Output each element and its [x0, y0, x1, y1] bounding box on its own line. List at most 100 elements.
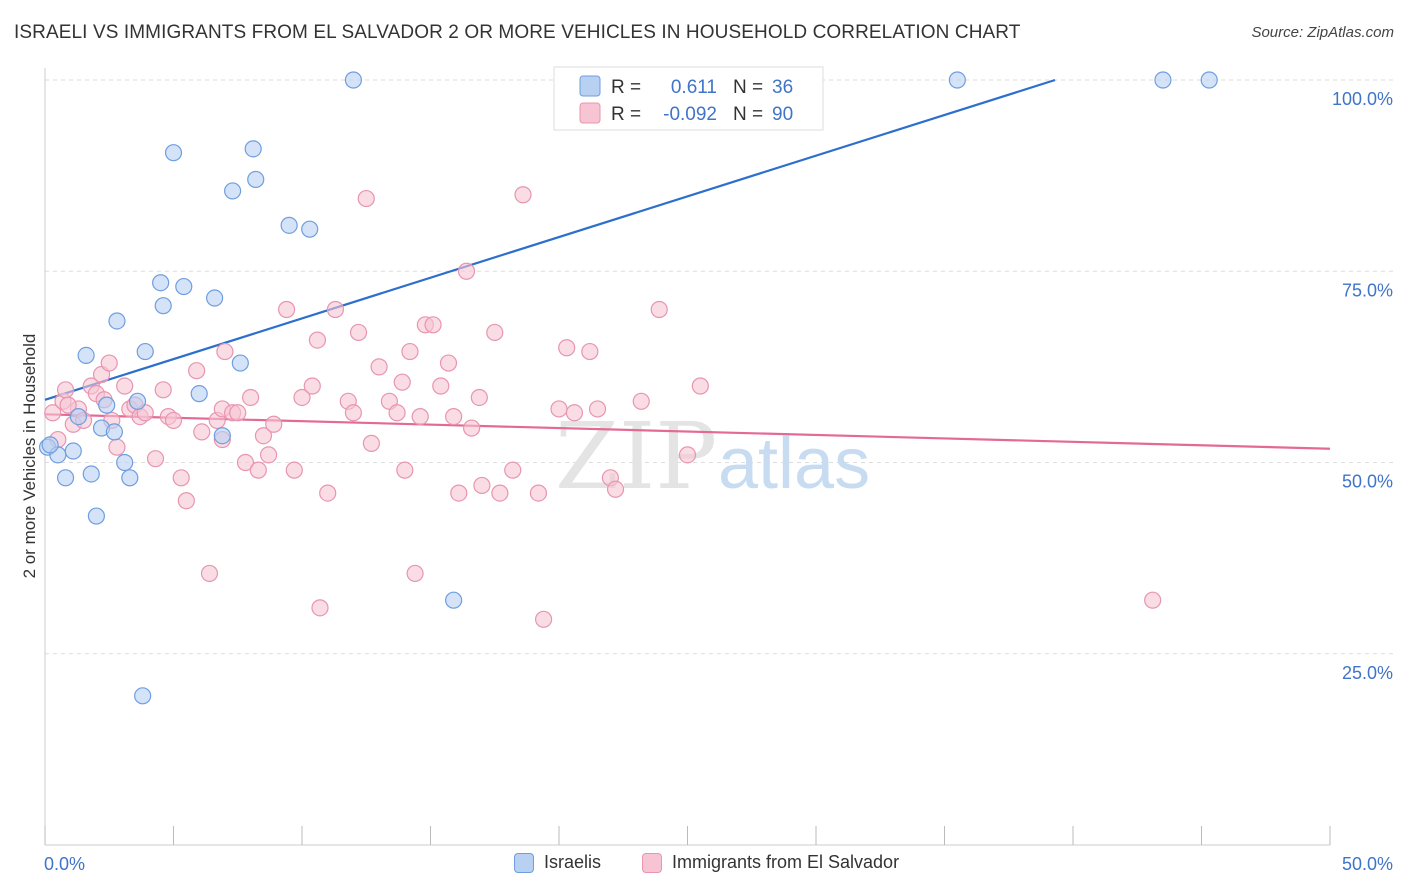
point-el-salvador — [388, 404, 406, 422]
point-el-salvador — [514, 186, 532, 204]
point-el-salvador — [632, 392, 650, 410]
point-el-salvador — [432, 377, 450, 395]
point-el-salvador — [396, 461, 414, 479]
point-israelis — [344, 71, 362, 89]
point-israelis — [136, 342, 154, 361]
trend-line-el-salvador — [44, 413, 1331, 450]
point-el-salvador — [116, 377, 134, 395]
y-tick-label: 50.0% — [1342, 472, 1393, 492]
point-israelis — [105, 423, 123, 441]
point-israelis — [121, 469, 139, 487]
chart-title: ISRAELI VS IMMIGRANTS FROM EL SALVADOR 2… — [14, 22, 1021, 43]
x-tick-label: 50.0% — [1342, 854, 1393, 874]
point-el-salvador — [406, 564, 424, 583]
point-israelis — [152, 274, 170, 292]
point-el-salvador — [319, 484, 337, 502]
point-el-salvador — [678, 446, 697, 464]
legend-n-label-israelis: N = — [733, 77, 763, 98]
point-el-salvador — [326, 300, 345, 319]
point-el-salvador — [146, 450, 165, 468]
source-credit: Source: ZipAtlas.com — [1251, 24, 1394, 41]
point-israelis — [190, 385, 208, 403]
point-el-salvador — [691, 377, 709, 395]
point-israelis — [1154, 71, 1172, 89]
point-el-salvador — [265, 415, 283, 433]
point-el-salvador — [534, 610, 553, 628]
y-tick-label: 75.0% — [1342, 280, 1393, 300]
point-el-salvador — [457, 262, 476, 280]
legend-r-label-israelis: R = — [611, 77, 641, 98]
legend-label-el-salvador: Immigrants from El Salvador — [672, 852, 900, 872]
point-el-salvador — [308, 331, 327, 349]
point-el-salvador — [254, 427, 273, 445]
legend-n-value-el-salvador: 90 — [772, 104, 793, 125]
point-el-salvador — [193, 423, 211, 441]
point-israelis — [41, 436, 59, 454]
point-el-salvador — [177, 492, 195, 510]
point-el-salvador — [650, 300, 668, 319]
point-israelis — [224, 182, 242, 200]
point-el-salvador — [470, 388, 488, 407]
axes — [44, 68, 1331, 846]
point-israelis — [134, 687, 152, 705]
point-el-salvador — [1144, 591, 1162, 609]
point-el-salvador — [259, 446, 278, 464]
point-el-salvador — [303, 377, 321, 395]
point-israelis — [206, 289, 224, 307]
point-israelis — [64, 442, 82, 460]
point-el-salvador — [411, 408, 429, 426]
point-israelis — [77, 346, 95, 364]
legend-item-el-salvador: Immigrants from El Salvador — [642, 852, 899, 873]
point-israelis — [247, 170, 265, 189]
data-points — [38, 71, 1218, 705]
y-tick-label: 25.0% — [1342, 663, 1393, 683]
legend-r-value-israelis: 0.611 — [671, 77, 717, 98]
point-el-salvador — [311, 599, 329, 617]
point-el-salvador — [172, 469, 190, 487]
point-el-salvador — [565, 404, 584, 422]
series-legend: Israelis Immigrants from El Salvador — [0, 852, 1406, 878]
y-tick-label: 100.0% — [1332, 89, 1393, 109]
point-israelis — [445, 591, 463, 609]
point-israelis — [56, 469, 75, 487]
point-el-salvador — [450, 484, 468, 502]
point-el-salvador — [242, 388, 260, 407]
point-israelis — [231, 354, 249, 372]
point-el-salvador — [229, 404, 247, 422]
point-el-salvador — [439, 354, 458, 372]
point-israelis — [69, 408, 88, 426]
point-el-salvador — [486, 323, 504, 342]
point-el-salvador — [588, 400, 607, 418]
point-israelis — [1200, 71, 1218, 89]
legend-n-label-el-salvador: N = — [733, 104, 763, 125]
point-el-salvador — [285, 461, 303, 479]
point-israelis — [244, 140, 262, 158]
point-el-salvador — [357, 189, 375, 208]
point-el-salvador — [424, 316, 442, 334]
point-el-salvador — [188, 362, 206, 380]
legend-r-label-el-salvador: R = — [611, 104, 641, 125]
point-el-salvador — [293, 388, 311, 407]
stats-legend: R = 0.611 N = 36 R = -0.092 N = 90 — [553, 66, 824, 131]
point-el-salvador — [344, 404, 362, 422]
legend-swatch-el-salvador-bottom — [642, 852, 662, 873]
point-el-salvador — [491, 484, 509, 502]
point-el-salvador — [349, 323, 368, 342]
point-el-salvador — [236, 453, 255, 472]
legend-swatch-israelis — [579, 75, 601, 97]
point-el-salvador — [362, 434, 380, 452]
point-israelis — [82, 465, 100, 483]
point-el-salvador — [581, 342, 599, 361]
point-el-salvador — [200, 564, 219, 583]
point-israelis — [213, 427, 231, 445]
point-el-salvador — [277, 300, 296, 319]
tick-labels: 25.0% 50.0% 75.0% 100.0% 0.0% 50.0% — [44, 89, 1393, 874]
legend-n-value-israelis: 36 — [772, 77, 793, 98]
legend-item-israelis: Israelis — [514, 852, 601, 873]
point-israelis — [280, 216, 298, 234]
point-israelis — [301, 220, 319, 238]
point-el-salvador — [393, 373, 411, 391]
point-israelis — [98, 396, 116, 414]
point-el-salvador — [59, 396, 77, 414]
